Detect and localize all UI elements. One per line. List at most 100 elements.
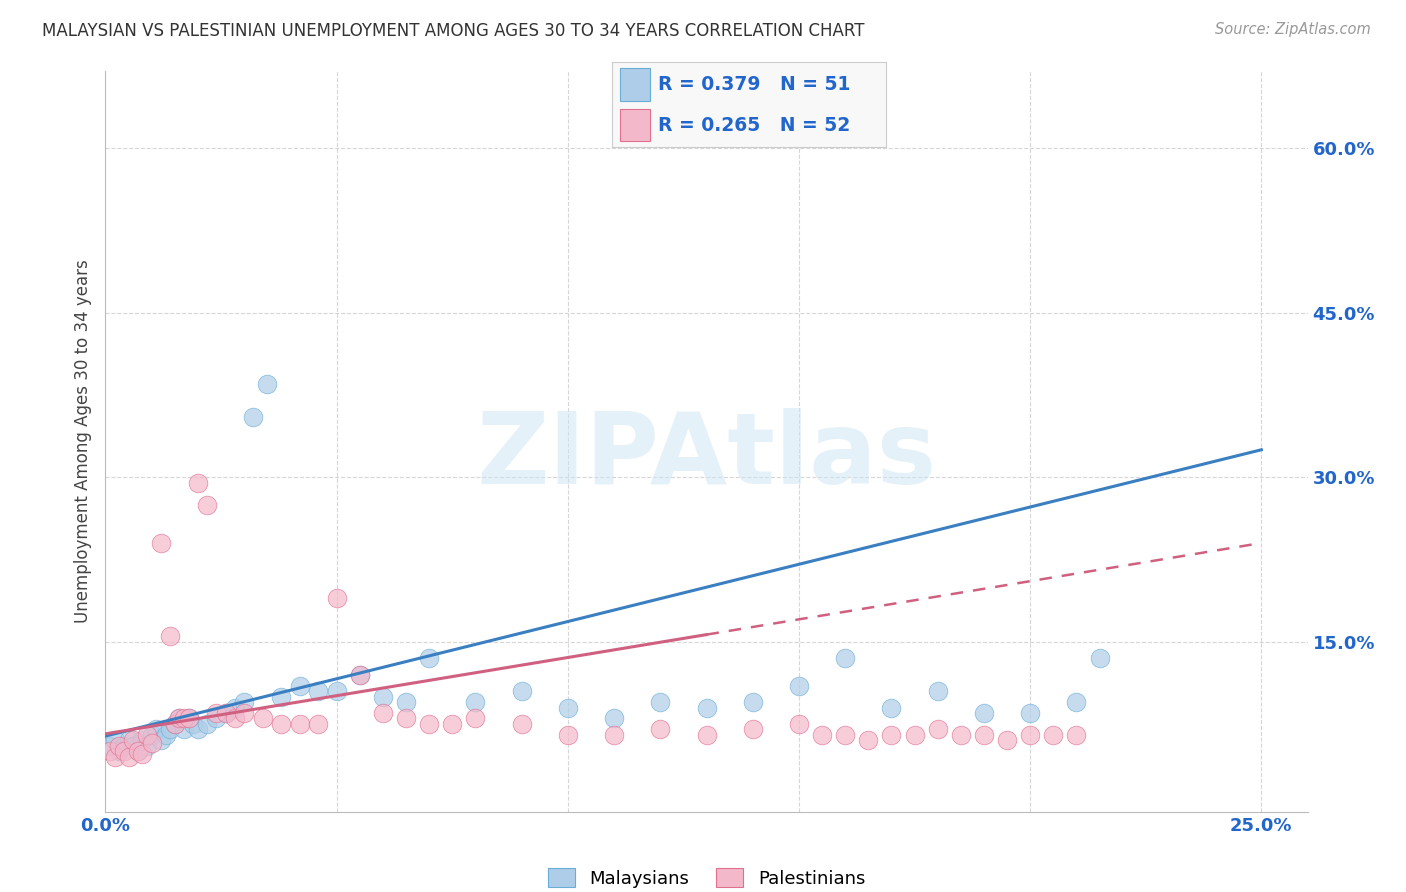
Point [510,717,533,731]
Point [288,679,311,693]
Point [371,690,394,704]
Point [510,684,533,698]
Point [242,409,264,424]
Point [136,739,159,753]
Point [214,706,236,720]
Point [464,695,486,709]
Point [98,744,121,758]
Point [122,733,145,747]
Point [834,728,856,742]
Point [112,739,135,753]
Point [224,700,246,714]
Point [108,739,131,753]
Point [395,711,418,725]
Point [233,695,256,709]
Point [741,695,763,709]
Point [177,711,200,725]
Point [173,723,195,737]
Point [880,700,903,714]
Text: R = 0.265   N = 52: R = 0.265 N = 52 [658,116,851,135]
Point [149,733,172,747]
Point [1042,728,1064,742]
Point [155,728,177,742]
Point [195,498,218,512]
Point [418,717,440,731]
Point [149,536,172,550]
Point [127,744,149,758]
Point [224,711,246,725]
Text: R = 0.379   N = 51: R = 0.379 N = 51 [658,75,851,94]
Point [141,728,163,742]
Legend: Malaysians, Palestinians: Malaysians, Palestinians [548,869,865,888]
Point [256,376,278,391]
Point [949,728,972,742]
Point [1019,728,1042,742]
Point [131,747,153,761]
Point [205,706,228,720]
Point [371,706,394,720]
Point [270,690,292,704]
Point [349,667,371,681]
Point [141,736,163,750]
Point [695,728,717,742]
Point [112,744,135,758]
Point [973,728,995,742]
Point [395,695,418,709]
Point [325,591,347,605]
Point [214,706,236,720]
Point [995,733,1018,747]
Text: ZIPAtlas: ZIPAtlas [477,408,936,505]
Point [811,119,834,133]
Point [195,717,218,731]
Point [903,728,925,742]
Point [603,711,626,725]
Point [131,733,153,747]
Point [811,728,834,742]
FancyBboxPatch shape [620,69,650,101]
Point [98,739,121,753]
Point [650,695,672,709]
Y-axis label: Unemployment Among Ages 30 to 34 years: Unemployment Among Ages 30 to 34 years [73,260,91,624]
Point [187,723,209,737]
Point [288,717,311,731]
Point [325,684,347,698]
Point [787,679,810,693]
Point [695,700,717,714]
Point [787,717,810,731]
FancyBboxPatch shape [620,109,650,141]
Point [973,706,995,720]
Point [927,684,949,698]
Point [307,717,329,731]
Point [418,651,440,665]
Point [307,684,329,698]
Point [441,717,464,731]
Point [145,723,167,737]
Point [650,723,672,737]
Point [1019,706,1042,720]
Point [181,717,204,731]
Point [349,667,371,681]
Point [252,711,274,725]
Point [122,739,145,753]
Point [169,711,191,725]
Point [117,750,139,764]
Point [927,723,949,737]
Point [557,728,579,742]
Point [834,651,856,665]
Point [741,723,763,737]
Point [557,700,579,714]
Point [1066,728,1088,742]
Point [163,717,186,731]
Point [1066,695,1088,709]
Point [136,728,159,742]
Point [104,733,127,747]
Point [603,728,626,742]
Point [108,744,131,758]
Point [159,723,181,737]
Point [173,711,195,725]
Point [169,711,191,725]
Point [177,711,200,725]
Point [233,706,256,720]
Point [880,728,903,742]
Point [127,744,149,758]
